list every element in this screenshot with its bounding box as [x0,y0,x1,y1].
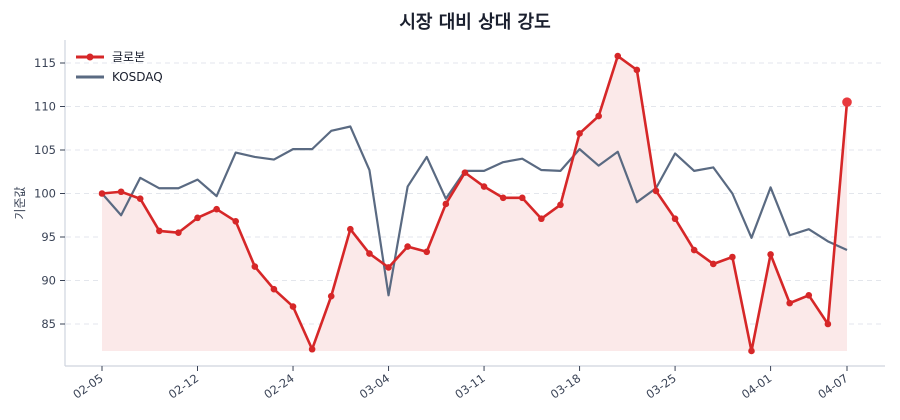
area-fill [102,56,847,351]
data-point-marker[interactable] [98,190,106,197]
chart-title: 시장 대비 상대 강도 [399,12,550,33]
data-point-marker[interactable] [824,320,832,328]
area-fill-shape [102,56,847,351]
data-point-marker[interactable] [576,130,583,137]
data-point-marker[interactable] [748,347,755,355]
data-point-marker[interactable] [194,214,201,222]
y-axis-label: 기준값 [13,186,27,219]
data-point-marker[interactable] [614,52,622,60]
data-point-marker[interactable] [767,251,774,258]
x-tick-label: 02-12 [166,371,201,402]
data-point-marker[interactable] [671,215,679,223]
data-point-marker[interactable] [117,188,125,196]
axes [64,40,885,367]
series-lines [98,52,852,355]
data-point-marker[interactable] [499,194,507,202]
data-point-marker[interactable] [633,66,641,74]
data-point-marker[interactable] [690,246,698,254]
data-point-marker[interactable] [136,195,144,203]
data-point-marker[interactable] [175,229,182,236]
data-point-marker[interactable] [557,201,564,209]
y-tick-label: 115 [34,56,56,70]
data-point-marker[interactable] [786,299,793,307]
data-point-marker[interactable] [729,253,736,261]
data-point-marker[interactable] [423,248,431,256]
series-line-0 [101,54,849,353]
legend-label: KOSDAQ [112,70,163,84]
legend: 글로본 KOSDAQ [76,50,163,84]
data-point-marker[interactable] [251,263,259,270]
x-tick-label: 04-01 [739,371,774,402]
data-point-marker[interactable] [404,243,411,250]
data-point-marker[interactable] [652,187,660,195]
y-tick-label: 105 [34,143,56,157]
x-ticks: 02-05 02-12 02-24 03-04 03-11 03-18 03-25 04-01… [70,366,851,402]
data-point-marker[interactable] [308,345,316,353]
data-point-marker[interactable] [327,292,335,300]
y-tick-label: 90 [41,274,56,288]
data-point-marker[interactable] [385,264,392,271]
x-tick-label: 03-11 [452,371,487,402]
data-point-marker[interactable] [347,225,354,233]
x-tick-label: 02-05 [70,371,105,402]
y-tick-label: 95 [41,230,56,244]
data-point-marker[interactable] [518,194,526,202]
x-tick-label: 03-18 [548,371,583,402]
data-point-marker[interactable] [709,260,717,268]
y-tick-label: 110 [34,100,56,114]
data-point-marker[interactable] [595,112,602,120]
x-tick-label: 03-25 [643,371,678,402]
legend-marker-icon [86,53,94,61]
data-point-marker[interactable] [270,285,278,293]
data-point-marker[interactable] [461,169,469,176]
data-point-marker[interactable] [805,291,813,299]
data-point-marker[interactable] [289,303,297,310]
legend-item-series-0[interactable]: 글로본 [76,50,145,64]
data-point-marker[interactable] [538,215,545,223]
x-tick-label: 03-04 [357,371,392,402]
data-point-marker[interactable] [442,200,450,208]
y-tick-label: 100 [34,187,56,201]
legend-item-series-1[interactable]: KOSDAQ [76,70,163,84]
data-point-marker[interactable] [156,227,163,235]
data-point-marker[interactable] [213,205,220,213]
data-point-marker[interactable] [232,218,240,225]
data-point-marker[interactable] [480,183,488,190]
series-line-1 [101,125,848,297]
y-tick-label: 85 [41,317,56,331]
legend-label: 글로본 [112,50,145,64]
x-tick-label: 04-07 [815,371,850,402]
x-tick-label: 02-24 [261,371,296,402]
y-ticks: 85 90 95 100 105 110 115 [34,56,65,331]
data-point-marker[interactable] [842,97,852,107]
data-point-marker[interactable] [366,250,373,257]
